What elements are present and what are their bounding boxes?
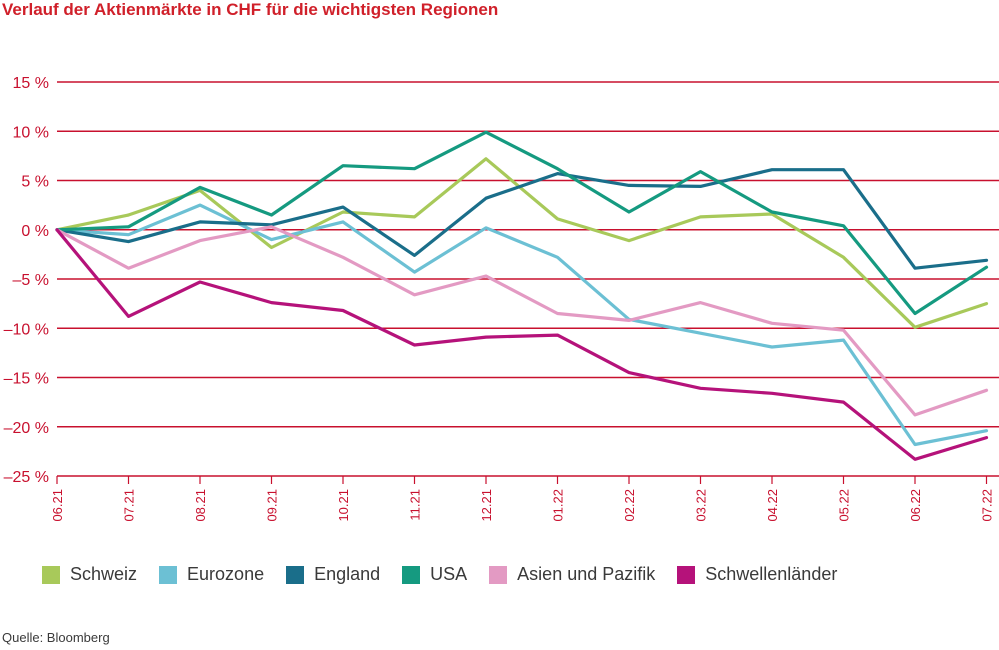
legend-swatch [402, 565, 421, 584]
x-tick-label: 03.22 [694, 489, 709, 522]
grid-lines [57, 81, 999, 477]
x-tick-label: 05.22 [837, 489, 852, 522]
x-tick-label: 08.21 [193, 489, 208, 522]
legend-item-usa: USA [402, 564, 467, 585]
legend-label: Eurozone [187, 564, 265, 584]
y-tick-label: 0 % [21, 223, 49, 240]
y-axis-ticks: 15 % 10 % 5 % 0 % –5 % –10 % –15 % –20 % –25 % [4, 75, 49, 486]
legend-item-england: England [286, 564, 380, 585]
x-tick-label: 12.21 [479, 489, 494, 522]
y-tick-label: –25 % [4, 469, 49, 486]
legend-item-schwellenländer: Schwellenländer [677, 564, 837, 585]
series-line-schweiz [55, 157, 989, 329]
y-tick-label: –15 % [4, 371, 49, 388]
x-axis-ticks: 06.21 07.21 08.21 09.21 10.21 11.21 12.21 01.22… [50, 476, 995, 522]
x-tick-label: 04.22 [765, 489, 780, 522]
legend-swatch [159, 565, 178, 584]
x-tick-label: 06.21 [50, 489, 65, 522]
x-tick-label: 09.21 [265, 489, 280, 522]
legend-label: Schweiz [70, 564, 138, 584]
legend: Schweiz Eurozone England USA Asien und Pazif… [42, 564, 859, 585]
series-lines [55, 130, 989, 461]
source-note: Quelle: Bloomberg [2, 630, 110, 645]
legend-swatch [677, 565, 696, 584]
legend-label: Asien und Pazifik [517, 564, 656, 584]
series-line-eurozone [55, 203, 989, 447]
legend-label: England [314, 564, 381, 584]
series-line-asien-und-pazifik [55, 225, 989, 417]
series-line-usa [55, 130, 989, 316]
legend-swatch [489, 565, 508, 584]
y-tick-label: –5 % [13, 272, 49, 289]
legend-item-schweiz: Schweiz [42, 564, 137, 585]
legend-swatch [286, 565, 305, 584]
series-line-schwellenländer [55, 228, 989, 461]
x-tick-label: 10.21 [336, 489, 351, 522]
legend-item-asien-und-pazifik: Asien und Pazifik [489, 564, 655, 585]
x-tick-label: 06.22 [908, 489, 923, 522]
series-line-england [55, 168, 989, 270]
x-tick-label: 11.21 [408, 489, 423, 521]
x-tick-label: 01.22 [551, 489, 566, 522]
legend-label: Schwellenländer [705, 564, 838, 584]
legend-item-eurozone: Eurozone [159, 564, 264, 585]
y-tick-label: 10 % [13, 124, 49, 141]
legend-label: USA [430, 564, 468, 584]
y-tick-label: 5 % [21, 174, 49, 191]
x-tick-label: 02.22 [622, 489, 637, 522]
y-tick-label: –10 % [4, 321, 49, 338]
chart-title: Verlauf der Aktienmärkte in CHF für die … [2, 0, 499, 19]
x-tick-label: 07.22 [980, 489, 995, 522]
y-tick-label: 15 % [13, 75, 49, 92]
y-tick-label: –20 % [4, 420, 49, 437]
x-tick-label: 07.21 [122, 489, 137, 522]
legend-swatch [42, 565, 60, 584]
